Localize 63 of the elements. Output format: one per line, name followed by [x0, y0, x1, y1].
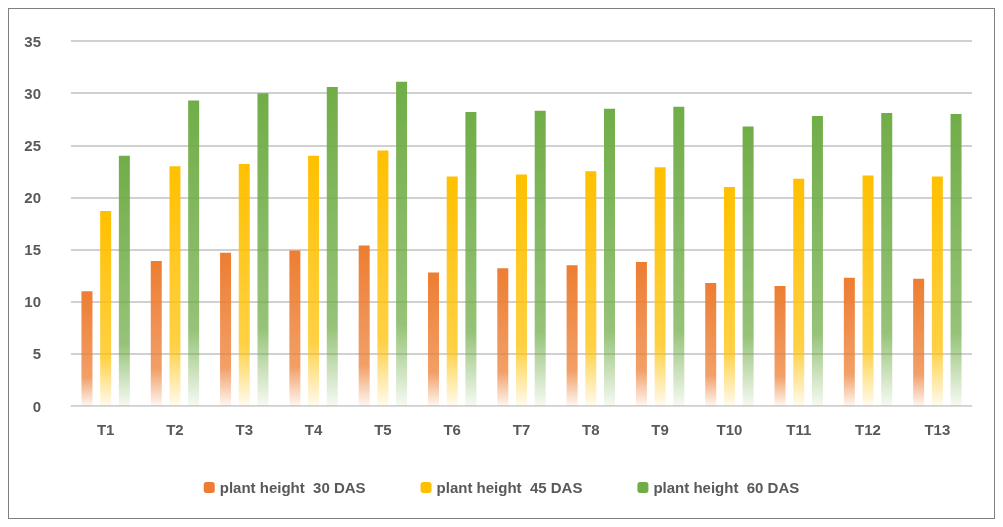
- bar: [534, 110, 546, 406]
- x-tick-label: T3: [235, 421, 254, 438]
- bar: [446, 176, 458, 406]
- x-tick-label: T13: [924, 421, 951, 438]
- legend-label: plant height 30 DAS: [219, 479, 366, 496]
- bar: [497, 268, 509, 406]
- bar: [169, 166, 181, 406]
- bar: [774, 286, 786, 406]
- bar: [913, 278, 925, 406]
- bar: [308, 155, 320, 406]
- x-tick-label: T6: [443, 421, 461, 438]
- bar: [150, 261, 162, 406]
- bar: [566, 265, 578, 406]
- bar: [654, 167, 666, 406]
- bar: [188, 100, 200, 406]
- bar: [427, 272, 439, 406]
- x-tick-label: T5: [374, 421, 392, 438]
- x-tick-label: T9: [651, 421, 669, 438]
- bar: [793, 178, 805, 406]
- x-tick-label: T2: [166, 421, 184, 438]
- x-tick-label: T4: [304, 421, 323, 438]
- bar: [931, 176, 943, 406]
- bar: [396, 81, 408, 406]
- bar: [673, 106, 685, 406]
- bar: [289, 250, 301, 406]
- bar: [377, 150, 389, 406]
- bar: [257, 93, 269, 406]
- bar: [326, 86, 338, 406]
- bar: [238, 164, 250, 406]
- bar: [843, 277, 855, 406]
- bar: [950, 114, 962, 406]
- bar: [604, 108, 616, 406]
- bar: [358, 245, 370, 406]
- bar: [465, 111, 477, 406]
- bar: [635, 262, 647, 406]
- y-tick-label: 0: [32, 397, 41, 415]
- x-tick-label: T10: [716, 421, 743, 438]
- bar: [100, 210, 112, 406]
- x-tick-label: T1: [96, 421, 115, 438]
- y-tick-label: 20: [24, 188, 41, 206]
- bar: [81, 291, 93, 406]
- x-tick-label: T7: [512, 421, 531, 438]
- bar: [705, 282, 717, 406]
- y-tick-label: 5: [32, 345, 41, 363]
- legend-label: plant height 60 DAS: [653, 479, 800, 496]
- y-tick-label: 25: [24, 136, 41, 154]
- y-tick-label: 10: [24, 293, 41, 311]
- bar: [811, 116, 823, 406]
- y-tick-label: 35: [24, 32, 41, 50]
- legend-label: plant height 45 DAS: [436, 479, 583, 496]
- bar: [862, 175, 874, 406]
- bar: [585, 171, 597, 406]
- y-tick-label: 15: [24, 241, 41, 259]
- bar: [881, 112, 893, 406]
- x-tick-label: T12: [855, 421, 881, 438]
- x-tick-label: T8: [582, 421, 600, 438]
- bar: [516, 174, 527, 406]
- x-tick-label: T11: [786, 421, 812, 438]
- bar: [118, 155, 130, 406]
- bar: [220, 252, 232, 406]
- bar: [742, 126, 754, 406]
- bar: [723, 187, 735, 406]
- y-tick-label: 30: [24, 84, 41, 102]
